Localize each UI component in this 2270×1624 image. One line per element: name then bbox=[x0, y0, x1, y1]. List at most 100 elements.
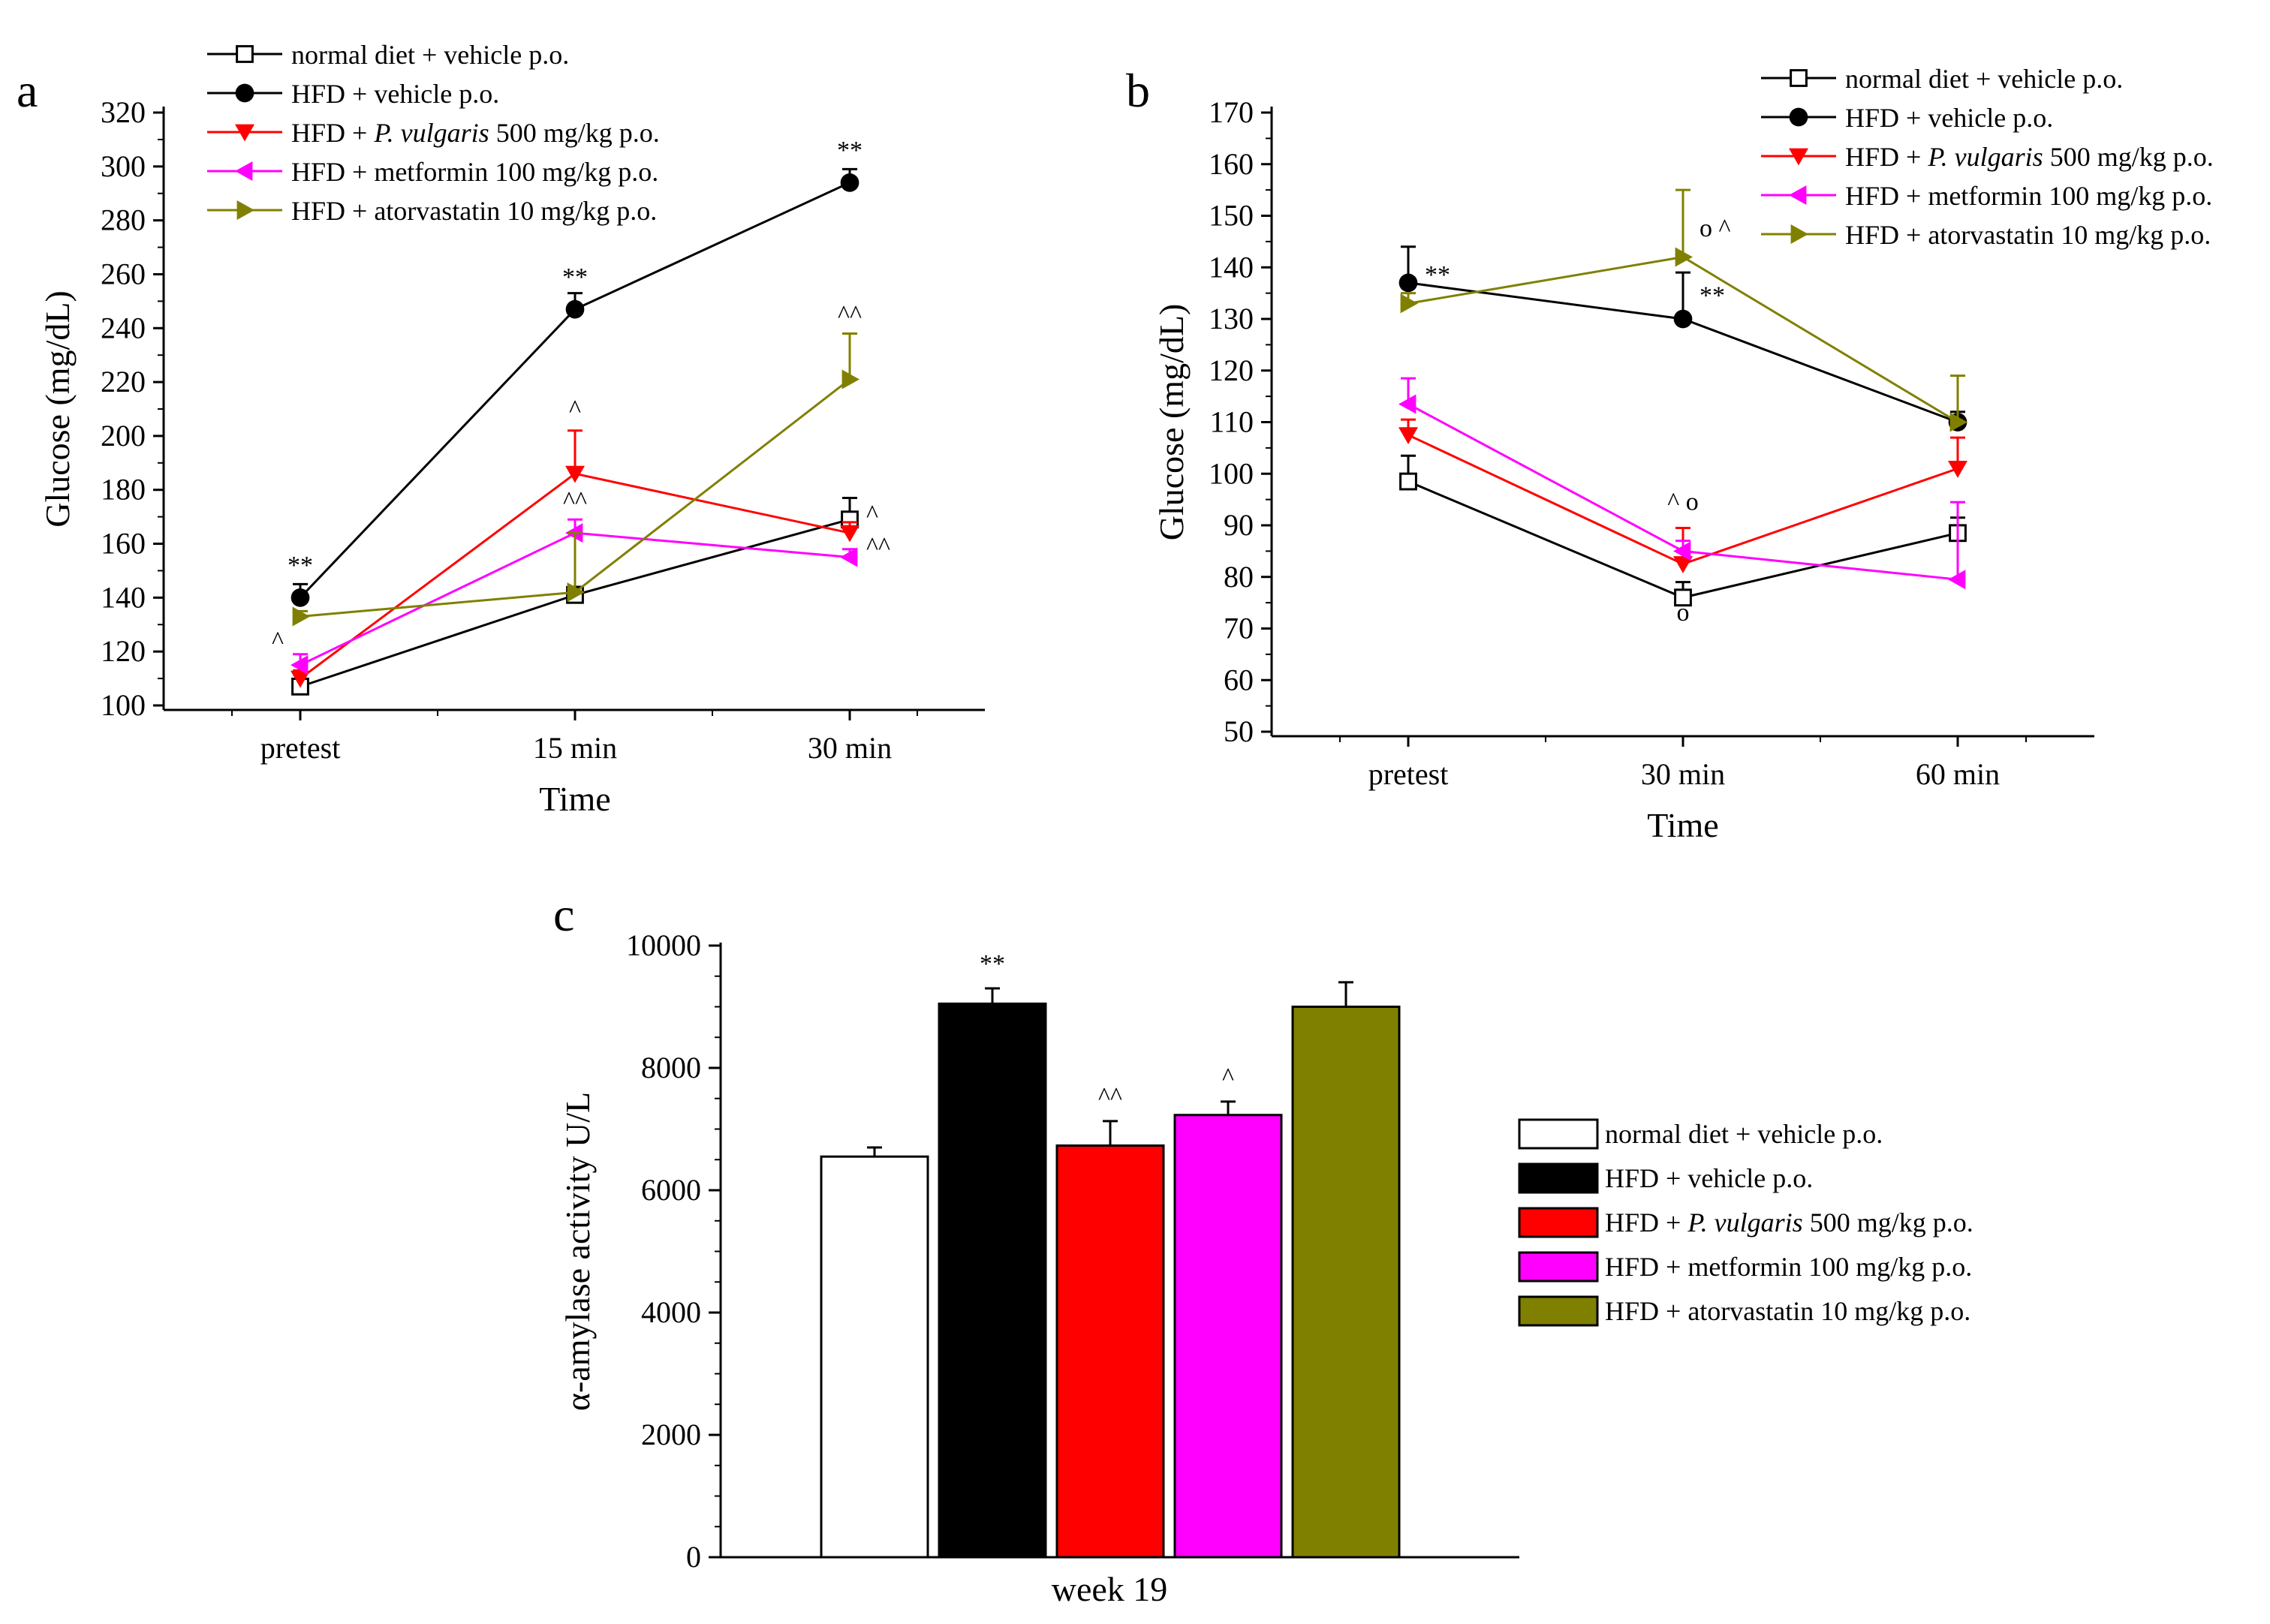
data-point bbox=[567, 582, 585, 603]
legend-label: HFD + P. vulgaris 500 mg/kg p.o. bbox=[1605, 1207, 1973, 1238]
data-point bbox=[1673, 309, 1693, 329]
x-axis-label: week 19 bbox=[1052, 1570, 1168, 1608]
legend-marker bbox=[1790, 69, 1808, 87]
legend-marker bbox=[1789, 107, 1808, 127]
data-point bbox=[840, 547, 858, 567]
legend-label: normal diet + vehicle p.o. bbox=[1605, 1119, 1883, 1149]
y-tick-label: 140 bbox=[101, 580, 146, 614]
legend: normal diet + vehicle p.o. HFD + vehicle … bbox=[207, 40, 660, 226]
y-tick-label: 150 bbox=[1209, 199, 1254, 233]
significance-mark: ** bbox=[562, 263, 588, 291]
x-tick-label: pretest bbox=[1368, 757, 1449, 791]
legend-label: normal diet + vehicle p.o. bbox=[1845, 64, 2123, 94]
legend-label: HFD + P. vulgaris 500 mg/kg p.o. bbox=[291, 118, 660, 148]
y-tick-label: 90 bbox=[1224, 508, 1254, 542]
data-point bbox=[1949, 412, 1967, 432]
y-tick-label: 320 bbox=[101, 95, 146, 129]
x-tick-label: 30 min bbox=[808, 731, 892, 765]
y-tick-label: 180 bbox=[101, 473, 146, 507]
data-point bbox=[1673, 556, 1693, 573]
x-axis-label: Time bbox=[539, 780, 610, 818]
data-point bbox=[1673, 541, 1691, 561]
data-point bbox=[840, 173, 860, 192]
legend-label: HFD + atorvastatin 10 mg/kg p.o. bbox=[1605, 1296, 1970, 1326]
data-point bbox=[1675, 247, 1693, 267]
legend-swatch bbox=[1518, 1251, 1599, 1283]
y-tick-label: 120 bbox=[1209, 353, 1254, 387]
series-4 bbox=[1400, 188, 1967, 432]
y-tick-label: 70 bbox=[1224, 612, 1254, 645]
y-tick-label: 10000 bbox=[626, 928, 701, 962]
bar bbox=[938, 1002, 1047, 1559]
y-tick-label: 240 bbox=[101, 311, 146, 344]
series-0 bbox=[1399, 454, 1967, 607]
y-tick-label: 0 bbox=[686, 1540, 701, 1574]
y-tick-label: 4000 bbox=[641, 1295, 701, 1329]
legend-label: HFD + vehicle p.o. bbox=[1845, 103, 2053, 133]
legend-marker bbox=[235, 161, 253, 181]
data-point bbox=[1948, 460, 1967, 478]
data-point bbox=[1948, 570, 1966, 590]
y-tick-label: 100 bbox=[101, 688, 146, 722]
y-tick-label: 170 bbox=[1209, 95, 1254, 129]
y-tick-label: 130 bbox=[1209, 302, 1254, 335]
x-tick-label: 15 min bbox=[533, 731, 617, 765]
panel-c: c 0 2000 4000 6000 8000 10000 week 19 α-amylase … bbox=[553, 888, 1973, 1608]
data-point bbox=[1674, 588, 1692, 607]
panel-letter: a bbox=[17, 64, 38, 117]
legend-marker bbox=[235, 124, 254, 142]
panel-letter: c bbox=[553, 888, 574, 941]
legend-swatch bbox=[1518, 1118, 1599, 1150]
y-tick-label: 80 bbox=[1224, 560, 1254, 594]
legend-marker bbox=[236, 45, 254, 63]
data-point bbox=[840, 525, 860, 543]
legend-label: HFD + metformin 100 mg/kg p.o. bbox=[1845, 181, 2212, 211]
series-2 bbox=[1398, 418, 1967, 573]
data-point bbox=[1398, 427, 1418, 445]
y-tick-label: 60 bbox=[1224, 663, 1254, 696]
panel-a: a 100 120 140 160 180 200 220 240 260 280 300 320 pre… bbox=[17, 40, 985, 818]
data-point bbox=[1398, 273, 1418, 293]
significance-mark: ^^ bbox=[866, 533, 890, 561]
bar bbox=[1291, 1006, 1401, 1559]
y-axis-label: Glucose (mg/dL) bbox=[38, 290, 77, 528]
series-4 bbox=[292, 332, 860, 627]
legend-label: HFD + metformin 100 mg/kg p.o. bbox=[1605, 1252, 1972, 1282]
data-point bbox=[1398, 394, 1416, 414]
y-tick-label: 220 bbox=[101, 365, 146, 398]
legend: normal diet + vehicle p.o. HFD + vehicle … bbox=[1761, 64, 2214, 250]
y-tick-label: 110 bbox=[1209, 405, 1254, 439]
legend-label: HFD + P. vulgaris 500 mg/kg p.o. bbox=[1845, 142, 2214, 172]
y-tick-label: 6000 bbox=[641, 1173, 701, 1207]
x-tick-label: pretest bbox=[260, 731, 341, 765]
significance-mark: ^ bbox=[272, 627, 284, 655]
y-tick-label: 2000 bbox=[641, 1418, 701, 1451]
series-1 bbox=[291, 167, 860, 607]
y-tick-label: 280 bbox=[101, 203, 146, 237]
data-point bbox=[292, 606, 310, 627]
legend-marker bbox=[1789, 148, 1808, 166]
legend-label: HFD + atorvastatin 10 mg/kg p.o. bbox=[291, 196, 657, 226]
y-axis-label: Glucose (mg/dL) bbox=[1152, 304, 1191, 541]
y-tick-label: 140 bbox=[1209, 250, 1254, 284]
panel-letter: b bbox=[1126, 64, 1150, 117]
y-tick-label: 300 bbox=[101, 149, 146, 183]
data-point bbox=[841, 369, 860, 389]
significance-mark: ^ o bbox=[1667, 488, 1698, 516]
significance-mark: ** bbox=[1699, 281, 1725, 309]
significance-mark: ** bbox=[288, 552, 313, 579]
significance-mark: o ^ bbox=[1699, 215, 1731, 242]
significance-mark: o bbox=[1677, 599, 1690, 627]
x-tick-label: 60 min bbox=[1916, 757, 2000, 791]
legend-label: HFD + atorvastatin 10 mg/kg p.o. bbox=[1845, 220, 2211, 250]
legend: normal diet + vehicle p.o. HFD + vehicle … bbox=[1518, 1118, 1973, 1327]
significance-mark: ^ bbox=[569, 395, 581, 423]
legend-marker bbox=[1790, 224, 1808, 244]
legend-label: HFD + vehicle p.o. bbox=[1605, 1163, 1813, 1193]
significance-mark: ** bbox=[1425, 261, 1450, 289]
y-tick-label: 8000 bbox=[641, 1051, 701, 1084]
y-tick-label: 160 bbox=[1209, 147, 1254, 181]
y-tick-label: 260 bbox=[101, 257, 146, 290]
significance-mark: ^ bbox=[1222, 1063, 1234, 1091]
bar bbox=[820, 1155, 929, 1559]
